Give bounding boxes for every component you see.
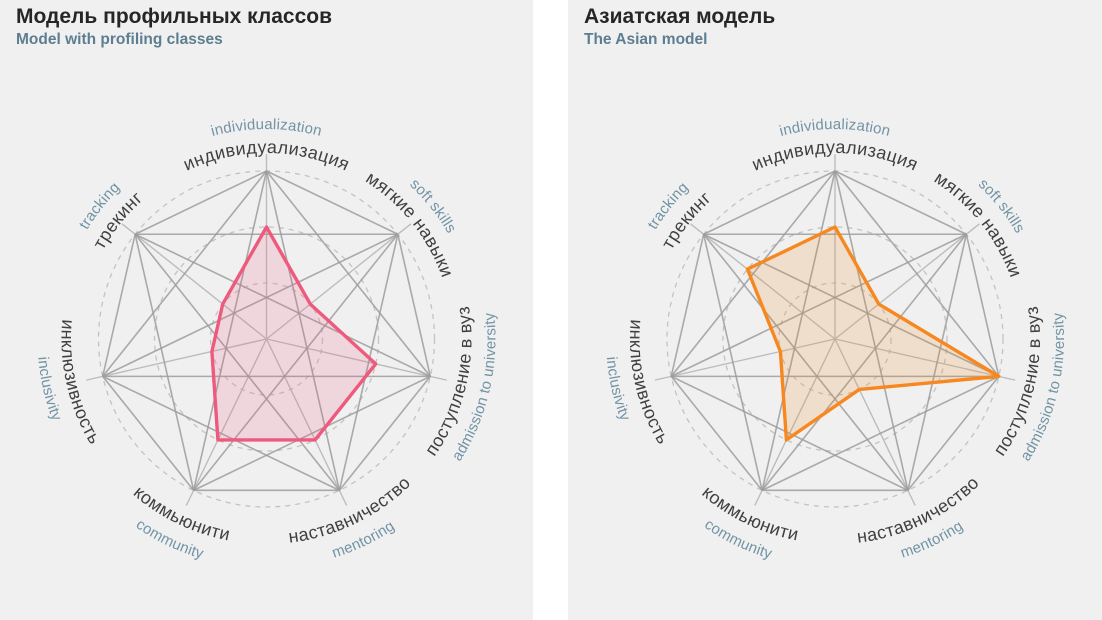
web-chord (102, 375, 195, 491)
radar-chart-profiling-classes: индивидуализацияindividualizationмягкие … (34, 116, 499, 563)
chart-subtitle: Model with profiling classes (16, 31, 223, 48)
axis-spoke (834, 338, 916, 506)
web-chord (192, 170, 268, 491)
web-chord (101, 234, 136, 377)
web-chord (834, 170, 967, 235)
axis-spoke (86, 338, 267, 381)
web-chord (761, 170, 836, 491)
chart-title: Модель профильных классов (16, 5, 333, 28)
web-chord (266, 170, 399, 235)
web-chord (265, 170, 341, 491)
web-chords (670, 170, 1000, 492)
chart-subtitle: The Asian model (584, 31, 708, 48)
web-chord (192, 233, 399, 491)
chart-title: Азиатская модель (584, 5, 776, 28)
web-chord (670, 375, 763, 491)
axis-label-en: individualization (778, 116, 893, 140)
axis-label-ru: инклюзивность (57, 319, 105, 448)
axis-spoke (185, 338, 268, 506)
web-chord (102, 375, 340, 492)
panel-asian-model: Азиатская модель The Asian model индивид… (568, 0, 1102, 620)
web-chord (338, 234, 399, 491)
web-chord (965, 234, 1000, 377)
panel-header: Модель профильных классов Model with pro… (16, 5, 332, 49)
web-chord (670, 234, 705, 377)
web-chord (338, 375, 431, 491)
web-chord (102, 233, 399, 378)
axis-spoke (266, 338, 447, 381)
axis-label-ru: наставничество (287, 472, 414, 546)
radar-chart-asian-model: индивидуализацияindividualizationмягкие … (603, 116, 1068, 563)
web-chord (670, 233, 967, 378)
axis-spoke (690, 223, 836, 340)
series-polygon (745, 225, 1001, 442)
axis-label-ru: инклюзивность (626, 319, 674, 448)
axis-spokes (86, 154, 447, 506)
web-chord (761, 233, 967, 491)
axis-spoke (654, 338, 836, 381)
series-polygon (210, 225, 378, 442)
web-chord (265, 170, 431, 377)
web-chord (134, 234, 195, 491)
web-chord (703, 233, 909, 491)
axis-spoke (121, 223, 267, 340)
axis-spoke (834, 223, 980, 340)
web-chord (761, 375, 1000, 492)
web-chord (670, 375, 909, 492)
web-chords (101, 170, 432, 492)
web-chord (702, 234, 763, 491)
axis-spoke (265, 338, 348, 506)
axis-spokes (654, 154, 1016, 506)
web-chord (134, 170, 267, 235)
web-chord (703, 233, 1000, 378)
axis-spoke (754, 338, 836, 506)
web-chord (834, 170, 909, 491)
web-chord (102, 170, 268, 377)
web-chord (397, 234, 432, 377)
web-chord (670, 170, 836, 377)
axis-spoke (266, 223, 412, 340)
web-chord (134, 233, 431, 378)
axis-spoke (834, 338, 1016, 381)
grid-ring (153, 226, 380, 452)
panel-profiling-classes-model: Модель профильных классов Model with pro… (0, 0, 533, 620)
web-chord (134, 233, 341, 491)
web-chord (907, 234, 968, 491)
web-chord (834, 170, 1000, 377)
web-chord (703, 170, 836, 235)
panel-header: Азиатская модель The Asian model (584, 5, 775, 49)
grid-ring (722, 226, 948, 452)
axis-label-ru: наставничество (856, 472, 983, 546)
axis-label-en: individualization (209, 116, 324, 140)
web-chord (193, 375, 431, 492)
web-chord (907, 375, 1000, 491)
